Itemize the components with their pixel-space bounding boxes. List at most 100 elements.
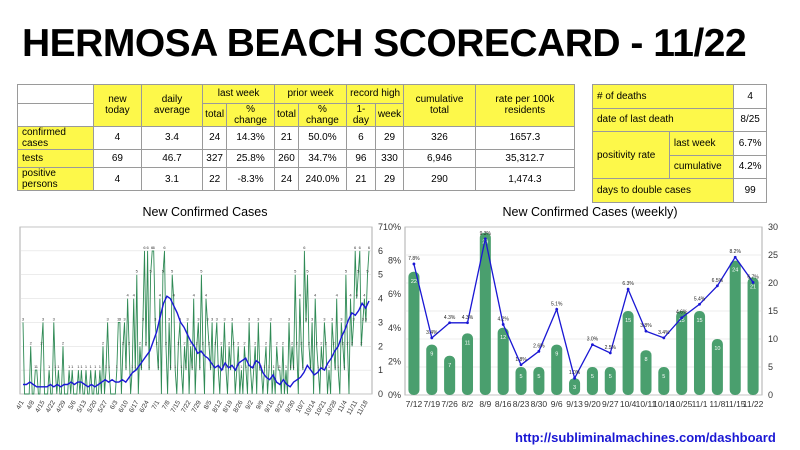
data-label: 1 — [209, 364, 212, 369]
x-tick-label: 6/3 — [109, 399, 120, 411]
cell-daily-average: 3.4 — [140, 125, 204, 150]
weekly-bar — [747, 277, 759, 395]
positivity-last-week-value: 6.7% — [733, 131, 767, 156]
data-label: 2 — [282, 340, 285, 345]
positivity-label: 3.0% — [587, 337, 599, 343]
positivity-point — [519, 363, 523, 367]
data-label: 5 — [136, 269, 139, 274]
data-label: 1 — [80, 364, 83, 369]
data-label: 1 — [157, 364, 160, 369]
y2-tick-label: 10% — [383, 222, 401, 232]
positivity-label: 2.5% — [605, 345, 617, 351]
positivity-label: 2.6% — [533, 343, 545, 349]
header-prior-week-pct: % change — [297, 102, 348, 127]
weekly-bar — [479, 232, 491, 395]
data-label: 3 — [257, 316, 260, 321]
data-label: 1 — [108, 364, 111, 369]
cell-prior-week-total: 21 — [274, 125, 299, 150]
data-label: 1 — [140, 364, 143, 369]
y-tick-label: 15 — [768, 306, 778, 316]
data-label: 3 — [216, 316, 219, 321]
data-label: 2 — [177, 340, 180, 345]
positivity-label: 4.3% — [462, 315, 474, 321]
cell-prior-week-total: 24 — [274, 167, 299, 192]
data-label: 3 — [106, 316, 109, 321]
data-label: 1 — [36, 364, 39, 369]
data-label: 5 — [200, 269, 203, 274]
positivity-label: 5.4% — [694, 296, 706, 302]
y-tick-label: 30 — [768, 222, 778, 232]
data-label: 6 — [143, 245, 146, 250]
weekly-bar — [586, 367, 598, 395]
x-tick-label: 10/18 — [653, 399, 675, 409]
data-label: 4 — [314, 293, 317, 298]
positivity-point — [412, 262, 416, 266]
x-tick-label: 9/6 — [551, 399, 563, 409]
y-tick-label: 6 — [378, 246, 383, 256]
x-tick-label: 8/16 — [495, 399, 512, 409]
data-label: 2 — [139, 340, 142, 345]
x-tick-label: 8/23 — [513, 399, 530, 409]
data-label: 5 — [294, 269, 297, 274]
weekly-chart-title: New Confirmed Cases (weekly) — [502, 205, 678, 219]
data-label: 4 — [363, 293, 366, 298]
data-label: 3 — [311, 316, 314, 321]
data-label: 3 — [53, 316, 56, 321]
last-death-label: date of last death — [591, 107, 735, 132]
cell-new-today: 4 — [92, 125, 142, 150]
data-label: 1 — [116, 364, 119, 369]
data-label: 3 — [142, 316, 145, 321]
x-tick-label: 11/1 — [692, 399, 708, 409]
header-last-week-pct: % change — [226, 102, 276, 127]
data-label: 1 — [293, 364, 296, 369]
weekly-bar — [515, 367, 527, 395]
data-label: 1 — [148, 364, 151, 369]
x-tick-label: 5/6 — [67, 399, 78, 411]
data-label: 6 — [153, 245, 156, 250]
weekly-bar — [461, 333, 474, 395]
data-label: 1 — [34, 364, 37, 369]
positivity-point — [430, 336, 434, 340]
bar-data-label: 29 — [482, 240, 488, 246]
weekly-bar — [640, 350, 652, 395]
positivity-point — [608, 351, 612, 355]
weekly-bar — [729, 260, 741, 395]
daily-chart-title: New Confirmed Cases — [142, 205, 268, 219]
data-label: 4 — [356, 293, 359, 298]
data-label: 2 — [214, 340, 217, 345]
positivity-label: 8.2% — [730, 249, 742, 255]
data-label: 6 — [303, 245, 306, 250]
data-label: 3 — [365, 316, 368, 321]
positivity-point — [751, 281, 755, 284]
data-label: 6 — [151, 245, 154, 250]
row-label: confirmed cases — [17, 125, 94, 150]
data-label: 1 — [57, 364, 60, 369]
data-label: 1 — [180, 364, 183, 369]
bar-data-label: 9 — [555, 352, 558, 358]
data-label: 1 — [263, 364, 266, 369]
data-label: 2 — [40, 340, 43, 345]
data-label: 2 — [183, 340, 186, 345]
bar-data-label: 5 — [537, 374, 540, 380]
data-label: 6 — [359, 245, 362, 250]
data-label: 1 — [322, 364, 325, 369]
positivity-point — [644, 329, 648, 333]
positivity-rate-series — [413, 238, 754, 380]
data-label: 3 — [362, 316, 365, 321]
positivity-cumulative-label: cumulative — [668, 154, 735, 179]
data-label: 1 — [77, 364, 80, 369]
data-label: 1 — [71, 364, 74, 369]
data-label: 1 — [317, 364, 320, 369]
bar-data-label: 15 — [625, 318, 631, 324]
positivity-point — [715, 284, 719, 288]
x-tick-label: 8/9 — [479, 399, 491, 409]
x-tick-label: 7/26 — [441, 399, 458, 409]
y-tick-label: 0 — [768, 390, 773, 400]
positivity-point — [537, 349, 541, 353]
positivity-point — [591, 343, 594, 346]
data-label: 3 — [248, 316, 251, 321]
weekly-bar — [693, 311, 706, 395]
positivity-label: 3.8% — [640, 323, 652, 329]
data-label: 2 — [351, 340, 354, 345]
dashboard-link[interactable]: http://subliminalmachines.com/dashboard — [515, 430, 776, 445]
